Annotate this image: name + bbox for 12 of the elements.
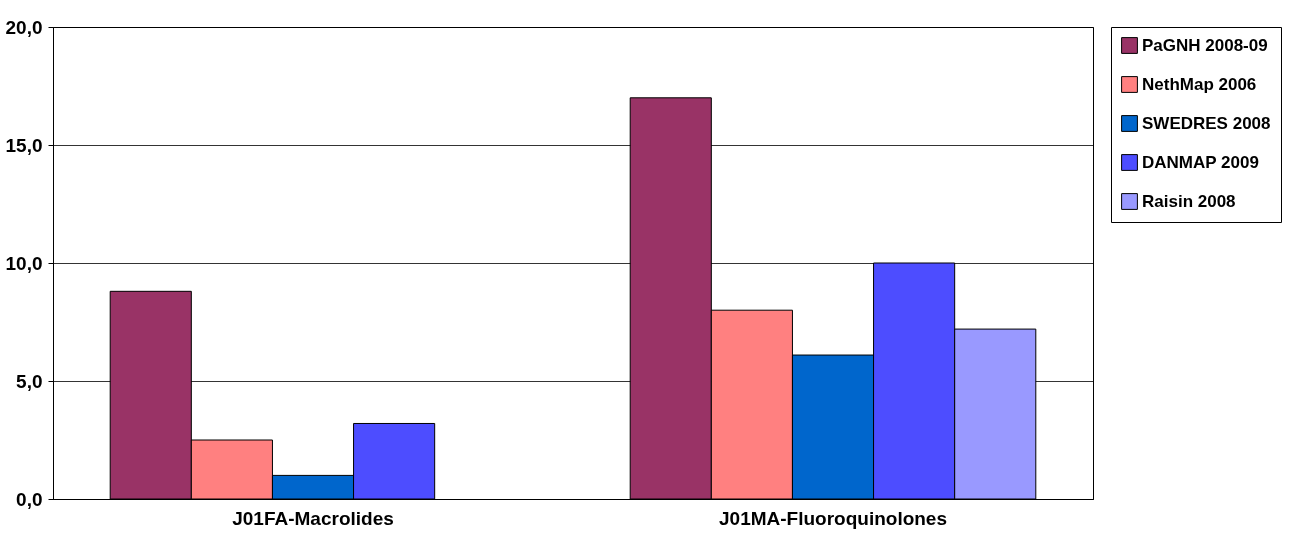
y-tick-label: 5,0 bbox=[16, 370, 43, 392]
legend-label: SWEDRES 2008 bbox=[1142, 113, 1271, 133]
y-tick-label: 0,0 bbox=[16, 488, 43, 510]
legend-label: NethMap 2006 bbox=[1142, 74, 1257, 94]
legend-label: Raisin 2008 bbox=[1142, 191, 1236, 211]
y-tick-label: 10,0 bbox=[5, 252, 43, 274]
y-tick-label: 15,0 bbox=[5, 134, 43, 156]
x-tick-label: J01FA-Macrolides bbox=[232, 507, 394, 529]
x-tick-label: J01MA-Fluoroquinolones bbox=[719, 507, 947, 529]
y-tick-label: 20,0 bbox=[5, 16, 43, 38]
legend-label: PaGNH 2008-09 bbox=[1142, 35, 1268, 55]
legend-label: DANMAP 2009 bbox=[1142, 152, 1259, 172]
